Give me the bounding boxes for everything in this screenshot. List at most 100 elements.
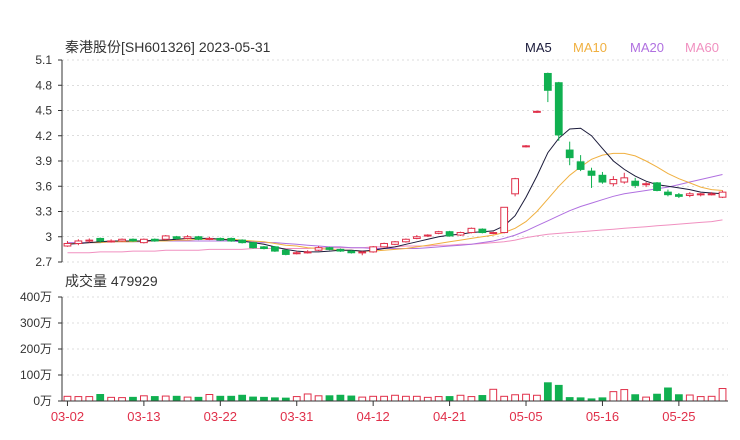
candle: [511, 177, 519, 197]
price-gridlines: [62, 59, 728, 263]
volume-bar: [238, 394, 247, 402]
candle-body: [478, 228, 487, 234]
chart-title: 秦港股份[SH601326] 2023-05-31: [65, 39, 271, 55]
volume-bar: [183, 396, 192, 402]
candle-body: [554, 82, 563, 136]
candle: [522, 145, 530, 148]
candle-body: [183, 236, 192, 239]
volume-bar: [511, 394, 519, 402]
candle-body: [249, 242, 257, 249]
candle-body: [85, 239, 94, 242]
candle-body: [358, 251, 367, 254]
candle-body: [347, 250, 356, 254]
candle: [445, 230, 454, 237]
moving-average-lines: [67, 127, 723, 254]
price-tick-label: 3.3: [35, 205, 52, 219]
x-tick-label: 05-25: [662, 409, 695, 424]
volume-bar: [292, 396, 301, 402]
candle: [434, 230, 443, 235]
volume-tick-label: 100万: [20, 368, 52, 382]
ma20-line: [67, 174, 723, 249]
volume-bar: [249, 396, 257, 402]
candle-body: [653, 182, 661, 191]
price-tick-label: 4.5: [35, 104, 52, 118]
candle: [336, 248, 345, 252]
candle: [554, 81, 563, 141]
candle-body: [107, 240, 116, 243]
candle-body: [194, 236, 203, 240]
ma10-line: [67, 152, 723, 252]
candle-body: [500, 206, 509, 234]
volume-bar: [161, 395, 170, 402]
volume-y-axis: 400万 300万 200万 100万 0万: [20, 290, 63, 408]
candle: [576, 155, 585, 172]
volume-bar: [609, 391, 618, 402]
price-tick-label: 4.8: [35, 78, 52, 92]
volume-bar: [129, 396, 137, 402]
candle-body: [565, 149, 574, 159]
ma-legend: MA5 MA10 MA20 MA60: [525, 40, 719, 55]
candle: [325, 246, 334, 251]
candle-body: [533, 110, 541, 113]
candle: [281, 249, 290, 256]
volume-bar: [150, 396, 159, 402]
candle: [543, 72, 552, 103]
candle-body: [631, 180, 640, 186]
candle: [696, 192, 705, 197]
candle-body: [685, 193, 694, 197]
legend-ma20: MA20: [630, 40, 664, 55]
candle: [161, 235, 170, 241]
candle: [533, 110, 541, 114]
volume-bar: [358, 396, 367, 402]
candle-body: [303, 251, 312, 254]
candle-body: [402, 238, 410, 243]
volume-tick-label: 300万: [20, 316, 52, 330]
candle: [664, 189, 672, 197]
volume-bar: [140, 395, 148, 402]
candle-body: [369, 246, 378, 253]
candle: [478, 228, 487, 234]
candle-body: [140, 238, 148, 244]
candle-body: [718, 191, 727, 198]
volume-bar: [543, 382, 552, 402]
volume-bar: [227, 395, 236, 402]
candle: [391, 240, 399, 246]
volume-bar: [216, 395, 225, 402]
candle: [500, 206, 509, 234]
candle: [565, 141, 574, 166]
candle: [456, 231, 465, 236]
candle: [85, 238, 94, 243]
candle-body: [423, 234, 432, 237]
candle: [96, 237, 105, 243]
x-tick-label: 03-13: [127, 409, 160, 424]
x-tick-label: 03-22: [204, 409, 237, 424]
candle-body: [620, 177, 629, 183]
candle-body: [118, 238, 126, 242]
volume-bar: [260, 396, 268, 402]
candle-body: [161, 235, 170, 240]
candle: [238, 239, 247, 244]
candle: [227, 237, 236, 242]
candle-body: [489, 232, 498, 235]
candle-body: [456, 232, 465, 236]
volume-bar: [336, 394, 345, 402]
x-tick-label: 04-12: [357, 409, 390, 424]
candle: [412, 235, 421, 240]
volume-bar: [205, 394, 214, 402]
candle-body: [664, 191, 672, 196]
candle: [631, 177, 640, 188]
candle: [609, 176, 618, 187]
candle: [249, 241, 257, 249]
price-tick-label: 3: [45, 230, 52, 244]
volume-bar: [434, 396, 443, 402]
candle: [423, 234, 432, 237]
volume-bar: [107, 396, 116, 402]
candle-body: [96, 237, 105, 242]
candle: [205, 236, 214, 241]
volume-bar: [664, 387, 672, 402]
volume-tick-label: 200万: [20, 342, 52, 356]
volume-bar: [325, 395, 334, 402]
candle: [271, 246, 279, 252]
volume-bar: [631, 394, 640, 402]
volume-bar: [456, 394, 465, 402]
